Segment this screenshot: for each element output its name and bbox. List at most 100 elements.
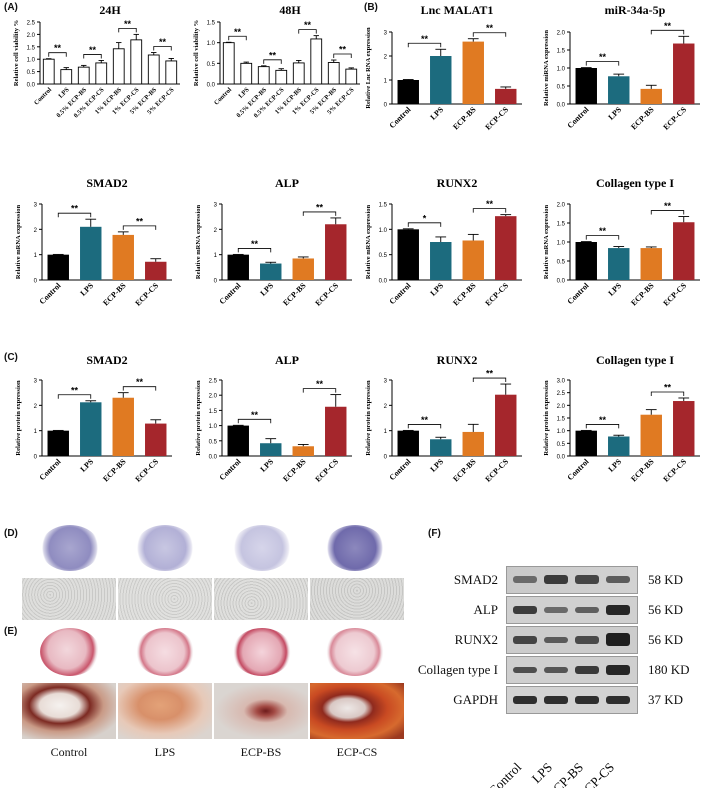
a48-sig-bracket: [298, 29, 317, 34]
alp-micro-ecp-cs: [310, 578, 404, 620]
runx2p-ytick-label: 3: [384, 379, 388, 385]
colp-category-label: ECP-BS: [629, 457, 656, 484]
mir34-sig-bracket: [585, 61, 620, 66]
ars-dish-control: [40, 628, 100, 676]
alpp-sig-label: **: [251, 410, 259, 420]
runx2p-bar: [495, 394, 517, 456]
a48-ytick-label: 0.0: [207, 83, 216, 89]
a48-bar: [257, 66, 270, 85]
mir34-sig-label: **: [599, 52, 607, 62]
ars-dish-lps: [135, 628, 195, 676]
smad2m-category-label: ECP-BS: [101, 281, 128, 308]
colm-sig-bracket: [650, 210, 685, 215]
smad2m-category-label: LPS: [78, 281, 95, 298]
colp-ytick-label: 3.0: [557, 379, 566, 385]
ars-dish-ecp-cs: [325, 628, 385, 676]
colm-ytick-label: 0.5: [557, 260, 566, 266]
wb-lane-lps: LPS: [529, 760, 555, 786]
colp-sig-bracket: [650, 391, 685, 396]
smad2p-ytick-label: 3: [34, 379, 38, 385]
colp-bar: [640, 414, 662, 456]
colm-sig-label: **: [664, 201, 672, 211]
alp-dish-ecp-cs: [325, 525, 385, 571]
a48-ylabel: Relative cell viability %: [193, 20, 200, 86]
wb-strip-gapdh: [506, 686, 638, 714]
smad2m-title: SMAD2: [86, 176, 127, 190]
mir34-category-label: ECP-BS: [629, 105, 656, 132]
smad2m-bar: [145, 261, 167, 280]
a24-category-label: LPS: [57, 86, 71, 100]
mir34-ytick-label: 1.0: [557, 67, 566, 73]
panel-label-d: (D): [4, 528, 18, 539]
malat1-ytick-label: 1: [384, 79, 388, 85]
colm-category-label: LPS: [606, 281, 623, 298]
mir34-ytick-label: 0.5: [557, 85, 566, 91]
colp-ytick-label: 2.0: [557, 404, 566, 410]
malat1-bar: [495, 88, 517, 104]
colm-ylabel: Relative mRNA expression: [543, 204, 550, 279]
smad2m-bar: [80, 226, 102, 280]
runx2p-sig-bracket: [407, 424, 442, 429]
runx2m-sig-bracket: [472, 208, 507, 213]
runx2m-bar: [430, 242, 452, 280]
smad2p-sig-bracket: [57, 394, 92, 399]
alpp-category-label: ECP-BS: [281, 457, 308, 484]
malat1-category-label: ECP-BS: [451, 105, 478, 132]
alpm-sig-bracket: [237, 248, 272, 253]
a24-ytick-label: 2.5: [27, 21, 36, 27]
alpm-title: ALP: [275, 176, 299, 190]
wb-label-alp: ALP: [473, 602, 498, 617]
smad2p-sig-label: **: [136, 377, 144, 387]
a24-title: 24H: [99, 3, 121, 17]
malat1-sig-label: **: [421, 34, 429, 44]
wb-label-gapdh: GAPDH: [453, 692, 498, 707]
malat1-category-label: Control: [388, 105, 414, 131]
a48-bar: [292, 62, 305, 85]
colp-sig-label: **: [599, 415, 607, 425]
runx2m-category-label: Control: [388, 281, 414, 307]
smad2p-category-label: LPS: [78, 457, 95, 474]
runx2p-sig-label: **: [486, 369, 494, 379]
a24-bar: [130, 39, 143, 85]
a48-bar: [327, 62, 340, 85]
colp-sig-bracket: [585, 424, 620, 429]
runx2p-bar: [462, 431, 484, 456]
panel-label-f: (F): [428, 528, 441, 539]
a24-bar: [42, 58, 55, 85]
smad2m-category-label: Control: [38, 281, 64, 307]
a24-sig-label: **: [124, 19, 132, 29]
alpm-ytick-label: 3: [214, 203, 218, 209]
smad2m-bar: [112, 234, 134, 280]
alpm-ylabel: Relative mRNA expression: [195, 204, 202, 279]
alp-micro-lps: [118, 578, 212, 620]
runx2p-ytick-label: 2: [384, 404, 388, 410]
malat1-ylabel: Relative Lnc RNA expression: [365, 27, 372, 109]
wb-lane-ecp-bs: ECP-BS: [544, 760, 586, 788]
alpp-sig-label: **: [316, 379, 324, 389]
mir34-title: miR-34a-5p: [605, 3, 666, 17]
alp-micro-ecp-bs: [214, 578, 308, 620]
a24-category-label: Control: [33, 86, 53, 106]
wb-lane-control: Control: [485, 759, 524, 788]
smad2m-ytick-label: 0: [34, 279, 38, 285]
a24-ytick-label: 1.5: [27, 45, 36, 51]
colp-bar: [575, 430, 597, 456]
wb-kd-gapdh: 37 KD: [648, 692, 684, 707]
wb-kd-collagen: 180 KD: [648, 662, 690, 677]
wb-label-collagen: Collagen type I: [417, 662, 498, 677]
smad2m-sig-label: **: [136, 216, 144, 226]
smad2p-bar: [47, 430, 69, 456]
colm-sig-bracket: [585, 235, 620, 240]
alpp-category-label: LPS: [258, 457, 275, 474]
colp-category-label: Control: [566, 457, 592, 483]
bottom-label-lps: LPS: [154, 745, 176, 759]
alpp-category-label: Control: [218, 457, 244, 483]
panel-label-c: (C): [4, 352, 18, 363]
a48-bar: [240, 62, 253, 85]
colp-ytick-label: 1.0: [557, 429, 566, 435]
a48-sig-label: **: [234, 27, 242, 37]
ars-dish-ecp-bs: [232, 628, 292, 676]
malat1-sig-bracket: [407, 42, 442, 48]
runx2m-ylabel: Relative mRNA expression: [365, 204, 372, 279]
a24-bar: [165, 60, 178, 85]
